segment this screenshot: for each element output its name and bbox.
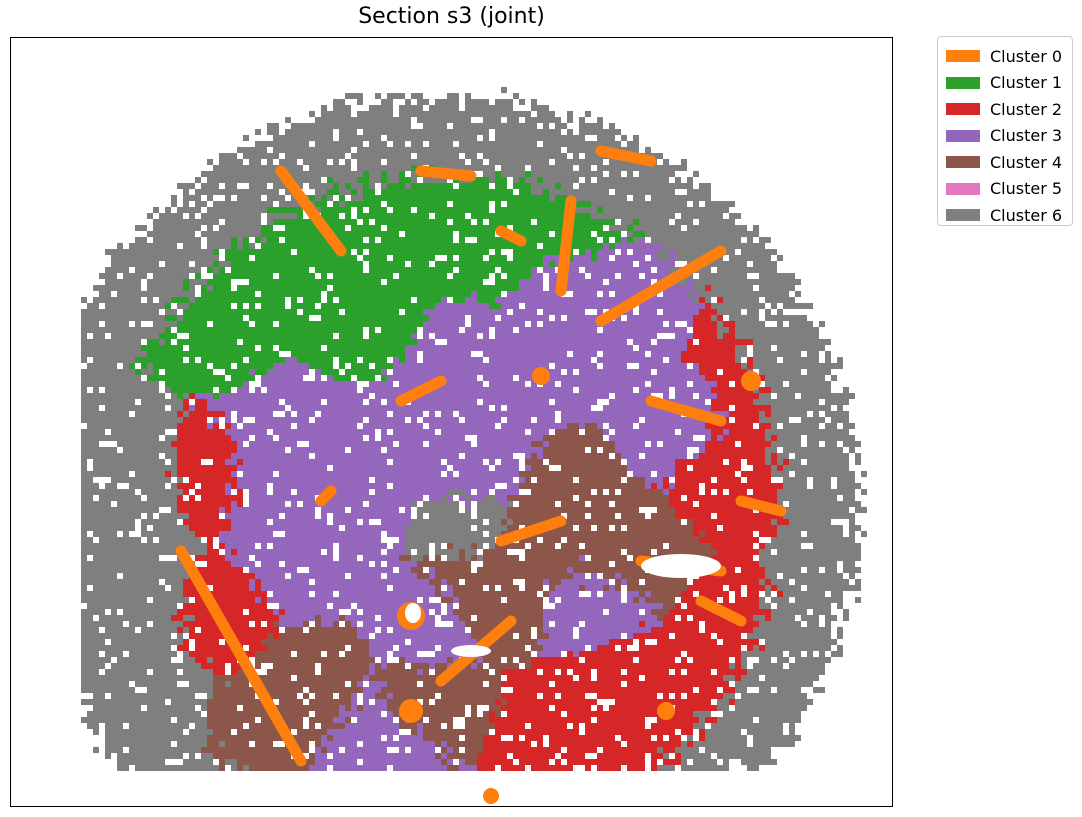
legend-swatch (946, 103, 980, 116)
legend-item-cluster-4: Cluster 4 (946, 149, 1072, 176)
legend-swatch (946, 50, 980, 63)
legend-item-cluster-2: Cluster 2 (946, 96, 1072, 123)
legend-swatch (946, 182, 980, 195)
legend: Cluster 0 Cluster 1 Cluster 2 Cluster 3 Clus… (937, 36, 1073, 226)
legend-item-cluster-1: Cluster 1 (946, 70, 1072, 97)
chart-title: Section s3 (joint) (358, 4, 545, 29)
legend-item-cluster-3: Cluster 3 (946, 123, 1072, 150)
legend-swatch (946, 76, 980, 89)
spatial-cluster-map (81, 87, 867, 804)
legend-label: Cluster 2 (990, 99, 1063, 119)
legend-item-cluster-5: Cluster 5 (946, 176, 1072, 203)
legend-label: Cluster 3 (990, 126, 1063, 146)
legend-swatch (946, 129, 980, 142)
legend-item-cluster-0: Cluster 0 (946, 43, 1072, 70)
legend-item-cluster-6: Cluster 6 (946, 202, 1072, 229)
legend-label: Cluster 5 (990, 179, 1063, 199)
legend-swatch (946, 209, 980, 222)
legend-label: Cluster 6 (990, 205, 1063, 225)
legend-label: Cluster 4 (990, 152, 1063, 172)
legend-swatch (946, 156, 980, 169)
legend-label: Cluster 0 (990, 46, 1063, 66)
legend-label: Cluster 1 (990, 73, 1063, 93)
plot-area (10, 37, 893, 807)
